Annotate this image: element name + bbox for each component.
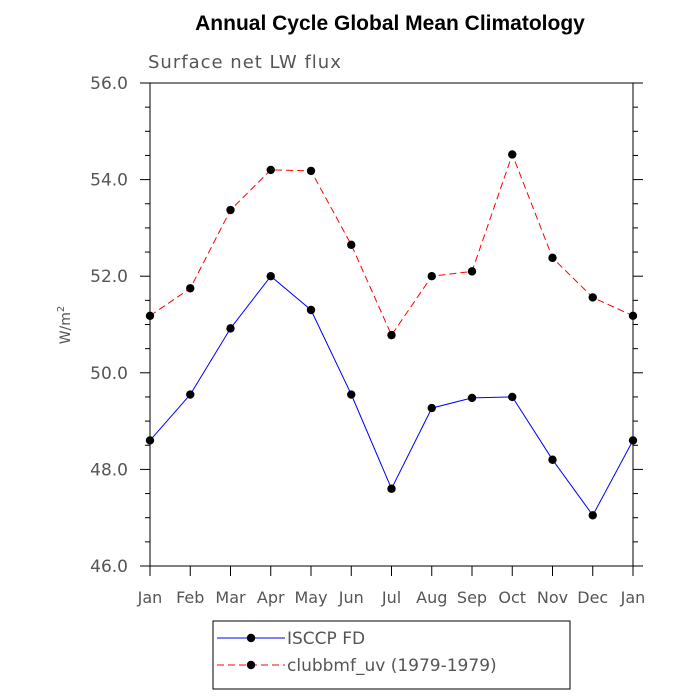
x-tick-label: Feb	[176, 588, 204, 607]
y-axis-label-superscript: 2	[56, 306, 67, 312]
legend-label: clubbmf_uv (1979-1979)	[287, 656, 497, 676]
x-tick-label: Jun	[338, 588, 364, 607]
y-tick-label: 46.0	[90, 557, 128, 577]
series-line-0	[149, 275, 634, 517]
data-point	[266, 165, 275, 175]
x-tick-label: Nov	[537, 588, 568, 607]
data-point	[145, 436, 155, 445]
data-point	[306, 305, 316, 315]
x-tick-label: May	[294, 588, 327, 607]
data-point	[266, 272, 275, 281]
legend-marker	[246, 633, 256, 643]
y-tick-label: 54.0	[90, 171, 128, 191]
data-point	[387, 330, 396, 340]
x-tick-label: Sep	[457, 588, 487, 607]
legend-box	[212, 620, 571, 690]
legend-marker	[246, 660, 256, 670]
data-point	[387, 484, 396, 493]
data-point	[628, 436, 638, 445]
y-axis-label-text: W/m	[58, 312, 74, 344]
chart-subtitle: Surface net LW flux	[148, 52, 342, 73]
chart-title: Annual Cycle Global Mean Climatology	[195, 12, 585, 35]
y-tick-label: 50.0	[90, 364, 128, 384]
y-tick-label: 52.0	[90, 267, 128, 287]
series-line-1	[149, 153, 634, 337]
data-point	[306, 166, 316, 176]
y-axis: 46.0 48.0 50.0 52.0 54.0 56.0	[90, 74, 643, 577]
data-point	[427, 403, 436, 413]
series-layer	[145, 150, 638, 520]
data-point	[186, 390, 195, 399]
data-point	[186, 284, 195, 293]
y-axis-label: W/m2	[56, 306, 74, 345]
data-point	[548, 253, 557, 263]
data-point	[508, 392, 517, 402]
y-tick-label: 56.0	[90, 74, 128, 94]
x-tick-label: Jul	[381, 588, 401, 607]
data-point	[427, 272, 436, 281]
data-point	[226, 205, 235, 215]
x-tick-label: Apr	[257, 588, 285, 607]
x-axis: Jan Feb Mar Apr May Jun Jul Aug Sep Oct Nov Dec Jan	[137, 566, 646, 607]
y-tick-label: 48.0	[90, 460, 128, 480]
plot-frame	[149, 82, 634, 567]
x-tick-label: Dec	[577, 588, 608, 607]
data-point	[588, 293, 597, 302]
x-tick-label: Jan	[620, 588, 646, 607]
x-tick-label: Jan	[137, 588, 163, 607]
data-point	[588, 511, 597, 520]
data-point	[347, 390, 356, 399]
data-point	[347, 240, 356, 250]
legend-label: ISCCP FD	[287, 629, 365, 649]
x-tick-label: Aug	[416, 588, 447, 607]
data-point	[145, 311, 155, 321]
data-point	[508, 150, 517, 159]
data-point	[548, 455, 557, 464]
data-point	[628, 311, 638, 321]
data-point	[467, 267, 477, 276]
x-tick-label: Oct	[498, 588, 526, 607]
x-tick-label: Mar	[215, 588, 246, 607]
data-point	[467, 393, 477, 403]
data-point	[226, 324, 235, 333]
legend: ISCCP FD clubbmf_uv (1979-1979)	[217, 629, 497, 676]
